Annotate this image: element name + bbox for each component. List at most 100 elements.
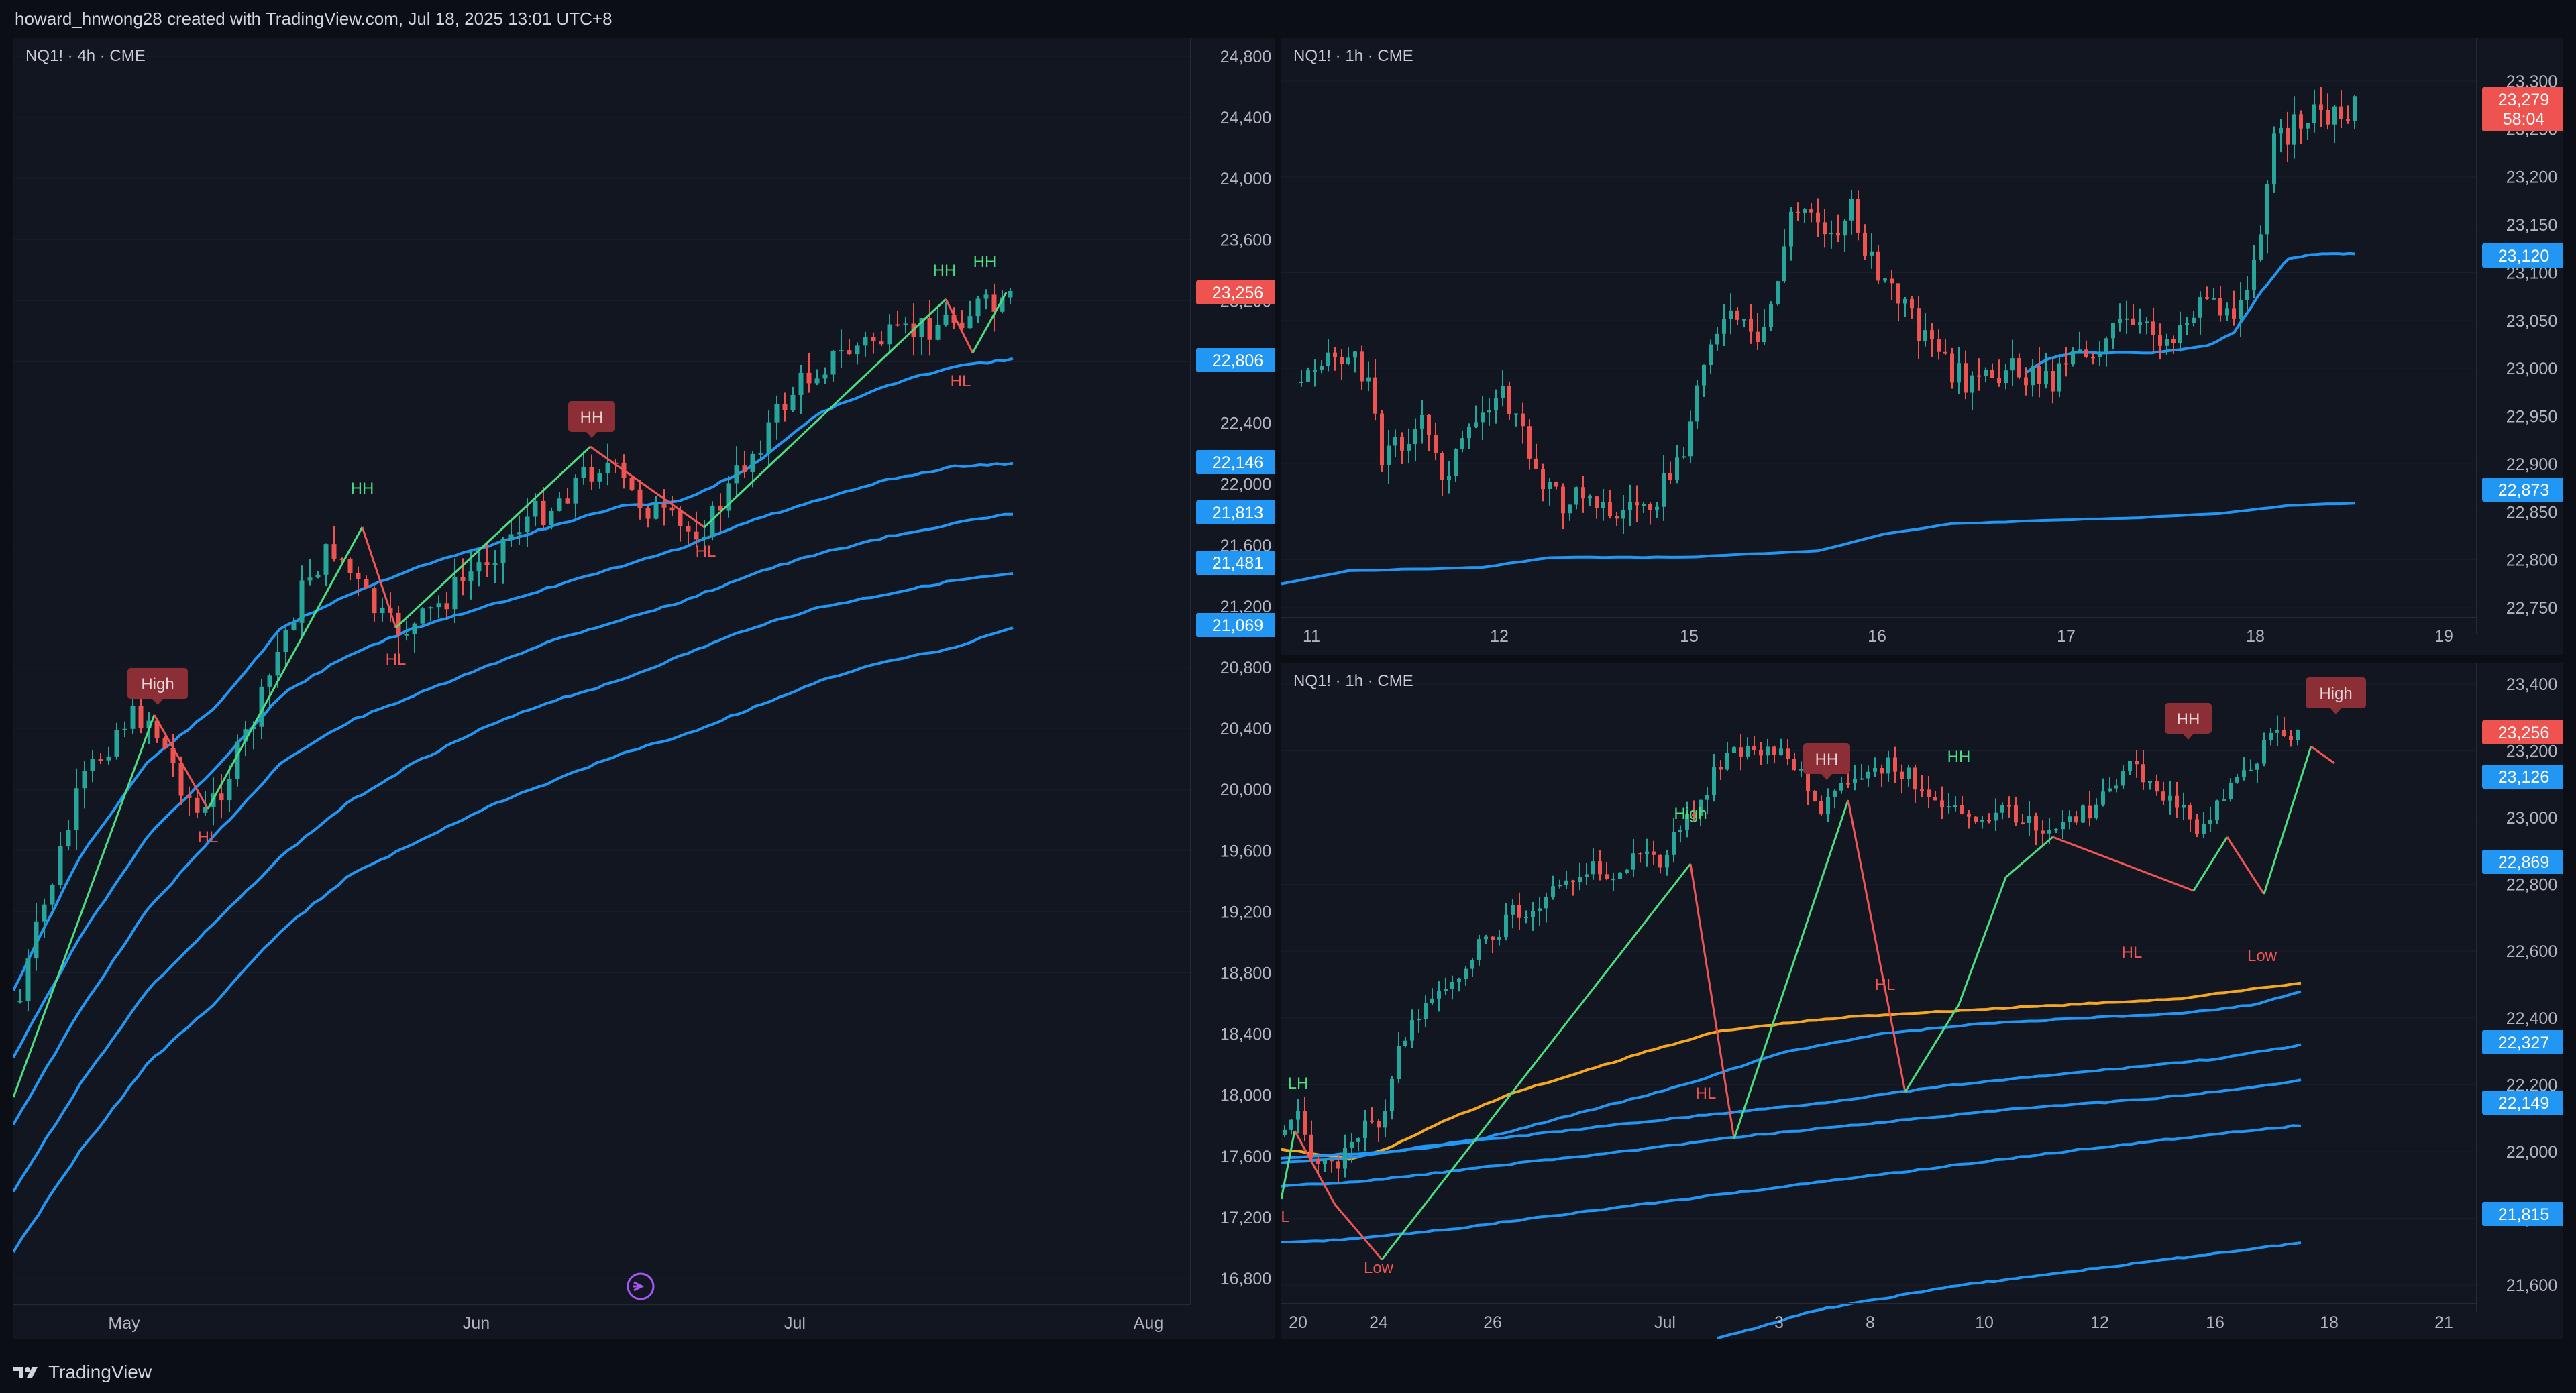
candle-body (1464, 968, 1468, 979)
candle-body (1856, 199, 1860, 233)
candle-body (2168, 795, 2172, 801)
zigzag-label-lh: LH (1288, 1074, 1309, 1093)
candle-body (476, 562, 482, 572)
candle-body (2014, 805, 2018, 823)
candle-body (1927, 789, 1931, 798)
candle-body (1571, 880, 1575, 883)
candle-body (1836, 232, 1840, 236)
candle-body (444, 603, 449, 610)
price-axis-tick: 22,400 (1220, 414, 1271, 433)
candle-body (1403, 1040, 1407, 1046)
candle-body (1320, 366, 1324, 371)
zigzag-label-hh-box: HH (2177, 710, 2200, 728)
candle-body (1964, 363, 1968, 393)
price-tag: 23,256 (2498, 724, 2549, 742)
chart-canvas-left[interactable]: High HL HH HL HH HL HH HH HL 24,800 24,400 24,000 23… (13, 38, 1275, 1339)
candle-body (1655, 506, 1659, 510)
moving-average-line (1281, 1043, 2302, 1164)
zigzag-down-segment (2052, 836, 2194, 892)
candle-body (50, 885, 55, 905)
candle-body (991, 294, 997, 312)
candle-body (1742, 319, 1746, 321)
price-tag: 23,126 (2498, 768, 2549, 787)
candle-body (1702, 365, 1706, 386)
candle-body (1558, 885, 1562, 887)
candle-body (2289, 736, 2293, 740)
chart-canvas-bottom-right[interactable]: LH L Low High HL HH HH HL HL HH Low High 23,400 23,20… (1281, 663, 2563, 1339)
candle-body (1782, 246, 1786, 282)
chart-canvas-top-right[interactable]: 23,30023,25023,20023,15023,10023,05023,0… (1281, 38, 2563, 655)
candle-body (2104, 338, 2108, 354)
price-tag: 23,279 (2498, 91, 2549, 109)
candle-body (428, 607, 433, 609)
zigzag-label-hl: HL (1696, 1084, 1717, 1103)
candle-body (1554, 482, 1558, 487)
candle-body (1792, 759, 1796, 771)
zigzag-label-hh-box-bg (2165, 703, 2212, 734)
candle-body (959, 322, 965, 329)
candle-body (1494, 398, 1498, 410)
zigzag-down-segment (153, 714, 209, 810)
candle-body (1336, 1161, 1340, 1169)
candle-body (1695, 385, 1699, 422)
time-axis-tick: Jul (1654, 1313, 1676, 1332)
chart-panel-left[interactable]: High HL HH HL HH HL HH HH HL 24,800 24,400 24,000 23… (13, 38, 1275, 1339)
time-axis-tick: 18 (2320, 1313, 2339, 1332)
candle-body (1943, 351, 1947, 354)
candle-body (1709, 344, 1713, 366)
zigzag-label-high: High (1674, 805, 1707, 823)
moving-average-line (13, 461, 1014, 1058)
price-axis-tick: 23,000 (2506, 809, 2557, 828)
candle-body (2151, 321, 2155, 335)
candle-body (2017, 358, 2021, 378)
zigzag-label-high-box-pointer (2330, 708, 2341, 714)
candle-body (2255, 763, 2259, 770)
candle-body (2131, 318, 2135, 325)
candle-body (2215, 800, 2219, 820)
candle-body (1497, 937, 1501, 940)
candle-body (1356, 1138, 1360, 1142)
candle-body (1779, 748, 1783, 755)
candle-body (895, 324, 900, 326)
candle-body (1487, 410, 1491, 413)
candle-body (307, 577, 313, 581)
candle-body (1417, 1019, 1421, 1021)
price-tag-bg (1196, 348, 1275, 372)
footer-bar: TradingView (0, 1349, 2576, 1393)
chart-panel-bottom-right[interactable]: LH L Low High HL HH HH HL HL HH Low High 23,400 23,20… (1281, 663, 2563, 1339)
price-tag-bg (2482, 765, 2563, 789)
candle-body (2188, 805, 2192, 820)
candle-body (1578, 877, 1582, 883)
candle-body (1722, 319, 1726, 334)
candle-body (1668, 473, 1672, 480)
candle-body (2242, 770, 2246, 777)
price-axis-tick: 18,400 (1220, 1025, 1271, 1044)
candle-body (1437, 991, 1441, 999)
zigzag-up-segment (2005, 836, 2053, 879)
brand-name: TradingView (48, 1361, 152, 1382)
candle-body (1833, 790, 1837, 797)
candle-body (1440, 453, 1444, 480)
zigzag-up-segment (394, 445, 592, 629)
candle-body (533, 500, 538, 517)
tradingview-brand[interactable]: TradingView (13, 1359, 152, 1386)
candle-body (1823, 222, 1827, 235)
candle-body (2265, 184, 2269, 235)
candle-body (17, 1001, 23, 1003)
candle-body (2094, 804, 2098, 819)
candle-body (114, 730, 119, 757)
candle-body (573, 478, 578, 504)
candle-body (1739, 747, 1743, 757)
candle-body (1501, 386, 1505, 398)
candle-body (1860, 778, 1864, 780)
candle-body (1829, 232, 1833, 235)
candle-body (2010, 358, 2015, 371)
candle-body (1548, 482, 1552, 490)
candle-body (1289, 1119, 1293, 1130)
candle-body (1732, 747, 1736, 753)
candle-body (1330, 1160, 1334, 1162)
chart-caption: howard_hnwong28 created with TradingView… (0, 0, 2576, 38)
chart-panel-top-right[interactable]: 23,30023,25023,20023,15023,10023,05023,0… (1281, 38, 2563, 655)
candle-body (90, 759, 95, 771)
candle-body (1997, 378, 2001, 384)
